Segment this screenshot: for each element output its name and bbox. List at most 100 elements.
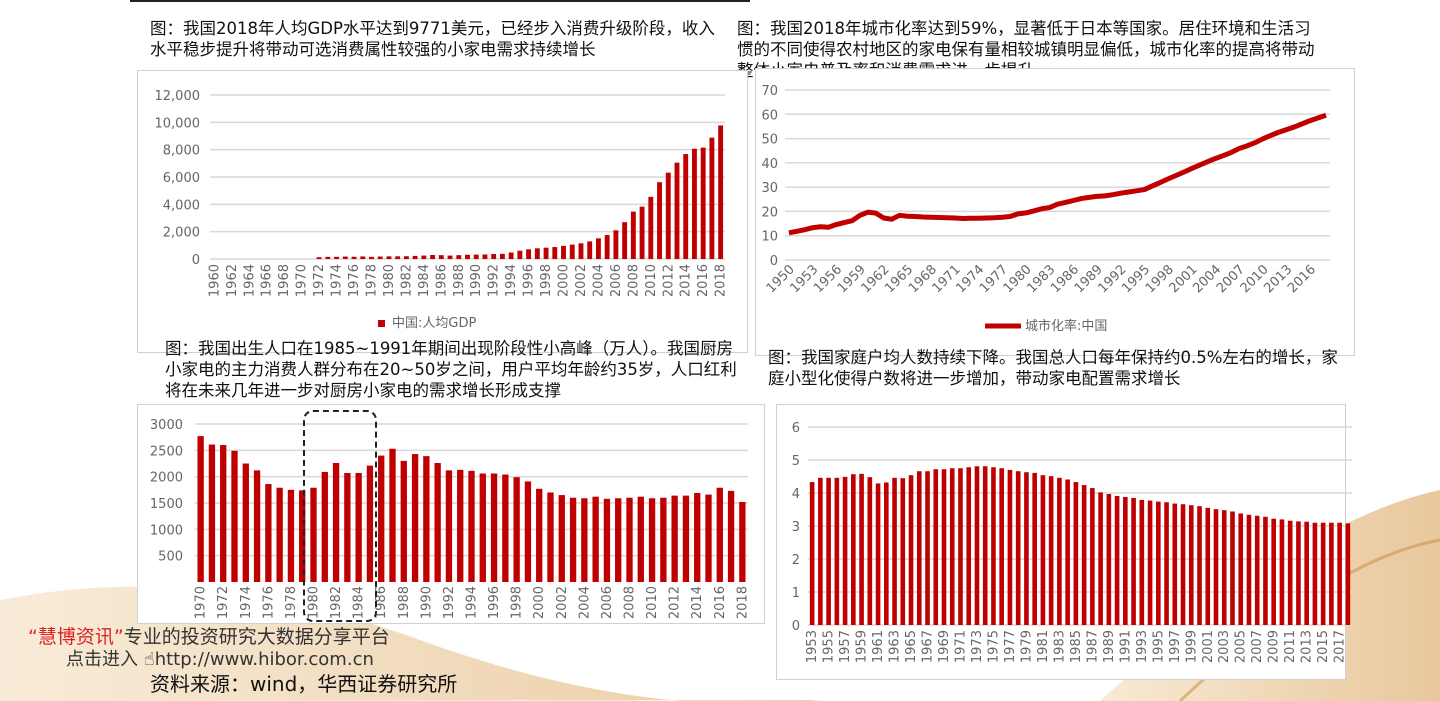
- bar-household-1968: [933, 469, 939, 625]
- y-tick-label: 2: [792, 553, 800, 568]
- x-tick-label: 1970: [295, 264, 310, 297]
- bar-household-2008: [1263, 516, 1268, 625]
- x-tick-label: 2006: [600, 586, 615, 619]
- bar-household-1978: [1015, 471, 1021, 625]
- y-tick-label: 0: [192, 253, 200, 268]
- source-note: 资料来源：wind，华西证券研究所: [150, 672, 458, 696]
- watermark-brand: “慧博资讯”: [28, 626, 124, 648]
- x-tick-label: 2016: [1285, 262, 1319, 296]
- bar-gdp-2006: [613, 230, 619, 259]
- x-tick-label: 1968: [277, 264, 292, 297]
- x-tick-label: 1991: [1118, 630, 1133, 663]
- watermark-link[interactable]: 点击进入 ☝http://www.hibor.com.cn: [66, 649, 374, 671]
- y-tick-label: 3: [792, 520, 800, 535]
- bar-household-1976: [999, 468, 1005, 625]
- bar-birth-1999: [524, 481, 532, 582]
- bar-household-2010: [1279, 519, 1285, 625]
- bar-gdp-2008: [630, 211, 636, 259]
- y-tick-label: 0: [792, 619, 800, 634]
- bar-household-2001: [1205, 507, 1211, 625]
- bar-household-1972: [966, 467, 972, 625]
- bar-birth-1984: [355, 472, 362, 582]
- legend-label: 中国:人均GDP: [392, 316, 476, 331]
- bar-household-1963: [892, 477, 897, 625]
- bar-gdp-1993: [499, 253, 505, 259]
- y-tick-label: 12,000: [155, 89, 201, 104]
- bar-gdp-1983: [412, 255, 418, 259]
- bar-household-1958: [851, 474, 856, 625]
- bar-household-1966: [916, 471, 922, 625]
- x-tick-label: 1979: [1019, 630, 1034, 663]
- bar-birth-1970: [197, 436, 204, 582]
- x-tick-label: 1983: [1052, 630, 1067, 663]
- x-tick-label: 2008: [623, 586, 638, 619]
- bar-household-1953: [809, 482, 815, 625]
- bar-household-1960: [867, 477, 873, 625]
- x-tick-label: 1965: [904, 630, 919, 663]
- bar-household-2004: [1230, 511, 1235, 625]
- x-tick-label: 1972: [216, 586, 231, 619]
- bar-birth-1987: [389, 448, 396, 582]
- x-tick-label: 2012: [661, 264, 676, 297]
- bar-birth-1998: [513, 477, 520, 582]
- x-tick-label: 1957: [838, 630, 853, 663]
- bar-household-1981: [1040, 475, 1046, 625]
- bar-birth-2011: [660, 497, 667, 582]
- bar-household-1996: [1164, 502, 1169, 625]
- bar-birth-2000: [536, 488, 543, 582]
- bar-gdp-1999: [552, 247, 558, 259]
- bar-gdp-1990: [473, 254, 479, 259]
- x-tick-label: 2018: [714, 264, 729, 297]
- bar-birth-1975: [253, 470, 261, 582]
- bar-birth-1971: [208, 444, 216, 582]
- x-tick-label: 1976: [261, 586, 276, 619]
- x-tick-label: 2003: [1217, 630, 1232, 663]
- caption-birth: 图：我国出生人口在1985~1991年期间出现阶段性小高峰（万人）。我国厨房小家…: [165, 339, 737, 400]
- x-tick-label: 1988: [397, 586, 412, 619]
- bar-birth-2018: [739, 501, 746, 582]
- x-tick-label: 2005: [1234, 630, 1249, 663]
- caption-household: 图：我国家庭户均人数持续下降。我国总人口每年保持约0.5%左右的增长，家庭小型化…: [768, 348, 1338, 388]
- bar-household-1986: [1081, 485, 1087, 625]
- bar-gdp-2012: [665, 172, 671, 259]
- x-tick-label: 1961: [871, 630, 886, 663]
- bar-birth-2001: [547, 492, 554, 582]
- bar-birth-2003: [569, 497, 577, 582]
- bar-household-1977: [1007, 469, 1013, 625]
- bar-birth-2017: [727, 490, 735, 582]
- x-tick-label: 1960: [207, 264, 222, 297]
- bar-household-1955: [826, 477, 831, 625]
- y-tick-label: 2,000: [163, 226, 200, 241]
- bar-household-1982: [1048, 476, 1054, 625]
- bar-birth-1981: [321, 471, 328, 582]
- bar-household-2000: [1197, 506, 1202, 625]
- bar-household-1954: [818, 477, 823, 625]
- x-tick-label: 1990: [419, 586, 434, 619]
- bar-birth-1982: [332, 462, 340, 582]
- bar-household-1993: [1139, 499, 1145, 625]
- watermark-url[interactable]: http://www.hibor.com.cn: [154, 649, 374, 670]
- bar-birth-1985: [366, 465, 374, 582]
- x-tick-label: 2010: [644, 264, 659, 297]
- bar-birth-2013: [682, 495, 690, 582]
- bar-gdp-1977: [360, 256, 366, 259]
- bar-household-1988: [1098, 492, 1103, 625]
- bar-birth-1993: [457, 469, 464, 582]
- x-tick-label: 2000: [532, 586, 547, 619]
- bar-birth-2015: [705, 494, 712, 582]
- bar-household-1987: [1090, 488, 1095, 625]
- x-tick-label: 1996: [522, 264, 537, 297]
- y-tick-label: 2000: [150, 471, 183, 486]
- bar-gdp-2003: [587, 241, 593, 259]
- bar-gdp-1979: [377, 256, 383, 259]
- bar-household-1985: [1073, 482, 1079, 625]
- chart-gdp-frame: [137, 70, 748, 353]
- x-tick-label: 1981: [1036, 630, 1051, 663]
- bar-gdp-1988: [456, 255, 462, 259]
- x-tick-label: 2007: [1250, 630, 1265, 663]
- bar-household-1957: [842, 476, 848, 625]
- x-tick-label: 2018: [735, 586, 750, 619]
- x-tick-label: 1974: [239, 586, 254, 619]
- bar-birth-1989: [411, 454, 419, 582]
- bar-household-1969: [941, 469, 947, 625]
